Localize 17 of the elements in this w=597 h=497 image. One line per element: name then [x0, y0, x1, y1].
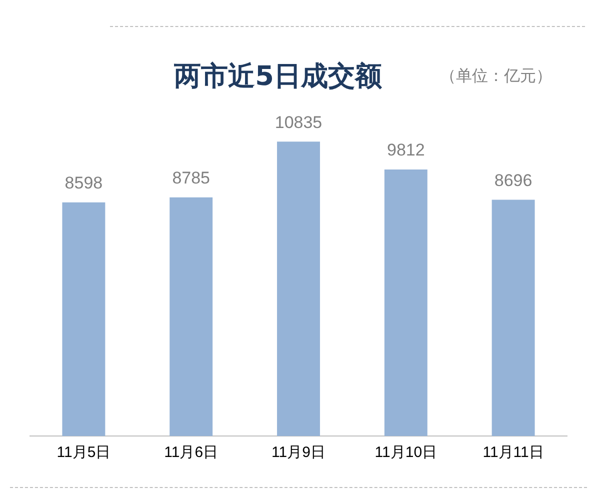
data-label: 8696: [494, 170, 532, 190]
chart-title: 两市近5日成交额: [174, 61, 382, 92]
x-tick-label: 11月11日: [482, 444, 544, 462]
chart-subtitle: （单位：亿元）: [440, 66, 552, 87]
data-label: 8785: [172, 168, 210, 188]
data-label: 8598: [64, 174, 103, 193]
bar: [170, 197, 213, 436]
bar: [62, 202, 106, 436]
data-label: 10835: [274, 112, 322, 132]
x-tick-label: 11月6日: [164, 444, 218, 462]
x-tick-label: 11月9日: [272, 444, 326, 462]
bar: [492, 200, 535, 436]
x-tick-label: 11月5日: [56, 444, 111, 462]
bar: [277, 142, 320, 436]
x-tick-label: 11月10日: [374, 444, 438, 462]
bar: [384, 169, 428, 436]
data-label: 9812: [386, 140, 425, 160]
